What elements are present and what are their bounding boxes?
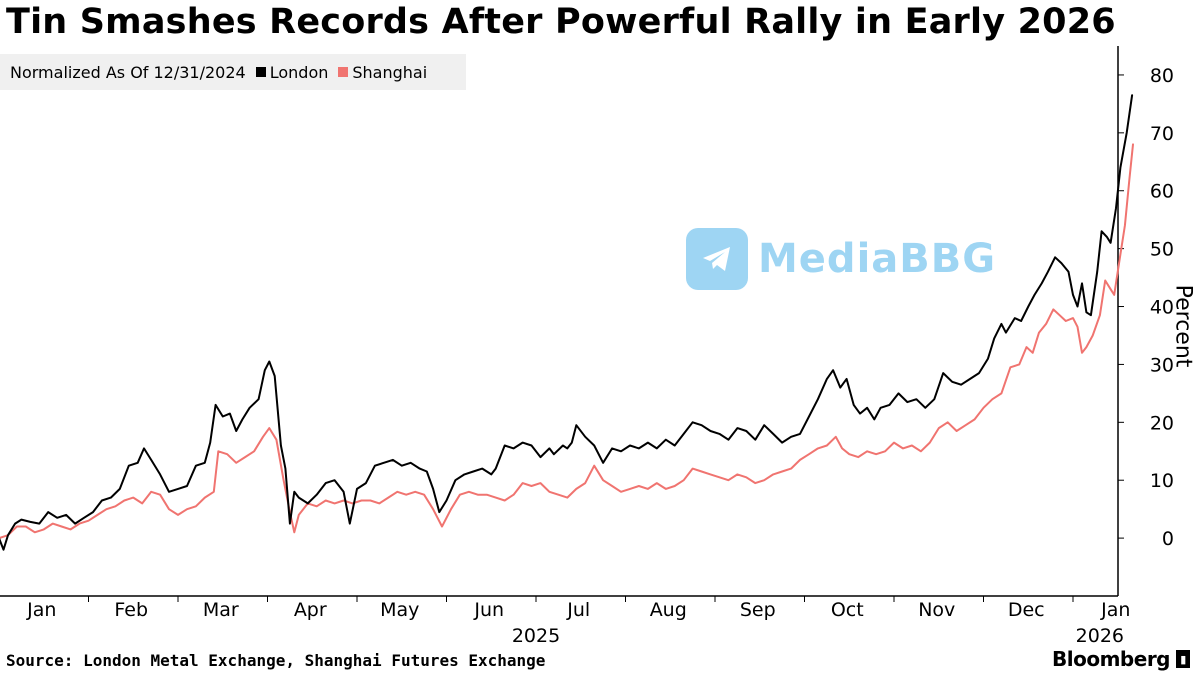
telegram-icon xyxy=(686,228,748,290)
x-year-label: 2025 xyxy=(512,625,560,647)
y-tick-label: 80 xyxy=(1150,65,1174,87)
source-note: Source: London Metal Exchange, Shanghai … xyxy=(6,651,546,670)
y-tick-label: 0 xyxy=(1162,528,1174,550)
series-line-london xyxy=(0,94,1134,551)
legend: Normalized As Of 12/31/2024 London Shang… xyxy=(0,54,466,90)
legend-item-shanghai: Shanghai xyxy=(338,63,427,82)
chart-title: Tin Smashes Records After Powerful Rally… xyxy=(6,2,1116,42)
x-tick-label: Aug xyxy=(650,599,687,621)
normalization-note: Normalized As Of 12/31/2024 xyxy=(10,62,246,82)
brand-name: Bloomberg xyxy=(1052,647,1170,671)
x-year-label: 2026 xyxy=(1076,625,1124,647)
y-tick-label: 20 xyxy=(1150,412,1174,434)
x-tick-label: Mar xyxy=(203,599,239,621)
x-tick-label: Oct xyxy=(831,599,864,621)
bloomberg-icon: ▮ xyxy=(1176,650,1190,668)
legend-swatch-shanghai xyxy=(338,67,349,77)
watermark-text: MediaBBG xyxy=(758,236,997,282)
y-tick-label: 40 xyxy=(1150,297,1174,319)
x-tick-label: Feb xyxy=(114,599,148,621)
x-tick-label: May xyxy=(380,599,419,621)
y-tick-label: 60 xyxy=(1150,181,1174,203)
x-tick-label: Jun xyxy=(473,599,504,621)
legend-label-shanghai: Shanghai xyxy=(352,62,428,82)
x-tick-label: Jan xyxy=(26,599,56,621)
x-tick-label: Dec xyxy=(1008,599,1045,621)
y-tick-label: 30 xyxy=(1150,354,1174,376)
x-tick-label: Sep xyxy=(740,599,776,621)
series-line-shanghai xyxy=(0,143,1134,539)
y-tick-label: 50 xyxy=(1150,239,1174,261)
legend-item-london: London xyxy=(255,62,329,82)
x-tick-label: Apr xyxy=(294,599,327,621)
y-axis-label: Percent xyxy=(1170,284,1196,368)
legend-label-london: London xyxy=(269,62,329,82)
x-tick-label: Jan xyxy=(1100,599,1130,621)
y-tick-label: 70 xyxy=(1150,123,1174,145)
legend-swatch-london xyxy=(255,67,266,77)
brand-logo: Bloomberg ▮ xyxy=(1052,647,1190,671)
y-tick-label: 10 xyxy=(1150,470,1174,492)
x-tick-label: Jul xyxy=(566,599,590,621)
watermark: MediaBBG xyxy=(686,228,996,290)
x-tick-label: Nov xyxy=(918,599,955,621)
